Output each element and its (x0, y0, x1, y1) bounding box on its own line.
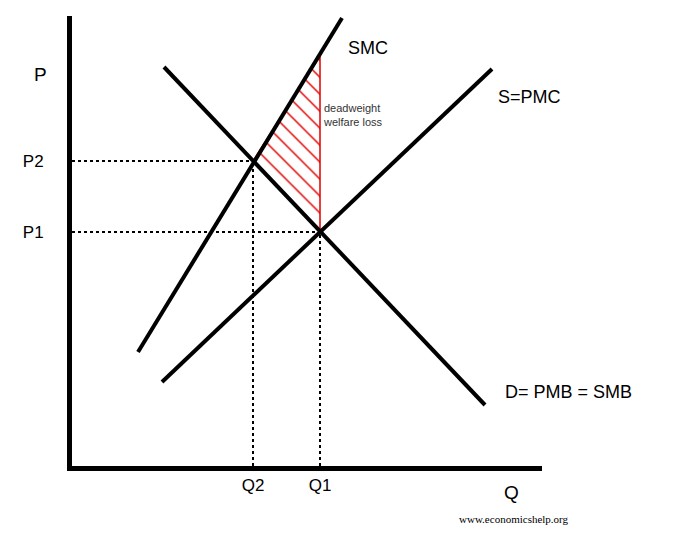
svg-text:P: P (34, 64, 47, 85)
svg-text:deadweightwelfare loss: deadweightwelfare loss (323, 102, 383, 128)
svg-text:S=PMC: S=PMC (498, 87, 561, 107)
svg-text:D= PMB = SMB: D= PMB = SMB (505, 382, 632, 402)
svg-text:P1: P1 (23, 223, 44, 242)
svg-text:Q: Q (504, 482, 519, 503)
svg-text:Q2: Q2 (242, 476, 265, 495)
svg-text:Q1: Q1 (309, 476, 332, 495)
svg-text:www.economicshelp.org: www.economicshelp.org (459, 513, 569, 525)
svg-text:SMC: SMC (348, 38, 388, 58)
svg-text:P2: P2 (23, 152, 44, 171)
